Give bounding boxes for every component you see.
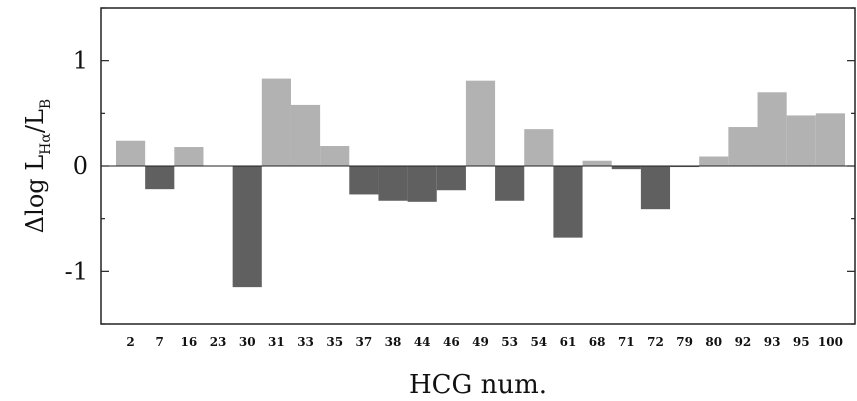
- bar-2: [116, 140, 146, 166]
- y-axis-title-main: Δlog L: [21, 155, 49, 233]
- bar-71: [611, 166, 641, 170]
- x-tick-label-72: 72: [647, 335, 664, 349]
- x-tick-label-31: 31: [268, 335, 285, 349]
- bar-93: [757, 92, 787, 166]
- x-axis-title: HCG num.: [409, 370, 547, 400]
- x-tick-label-30: 30: [239, 335, 256, 349]
- x-tick-label-16: 16: [181, 335, 198, 349]
- x-tick-label-95: 95: [793, 335, 810, 349]
- x-tick-label-33: 33: [297, 335, 314, 349]
- x-tick-label-54: 54: [530, 335, 547, 349]
- bar-68: [582, 160, 612, 166]
- bar-46: [436, 166, 466, 191]
- x-tick-label-92: 92: [735, 335, 752, 349]
- bar-80: [699, 156, 729, 166]
- y-axis-title-sub1: Hα: [38, 133, 54, 155]
- bar-49: [465, 80, 496, 166]
- bar-30: [232, 166, 262, 288]
- bar-31: [261, 78, 291, 166]
- bar-100: [815, 113, 845, 166]
- bar-44: [407, 166, 437, 202]
- x-tick-label-79: 79: [676, 335, 693, 349]
- x-tick-label-53: 53: [501, 335, 518, 349]
- bar-95: [786, 115, 816, 166]
- bar-series: [116, 78, 845, 288]
- bar-38: [378, 166, 408, 201]
- x-tick-label-2: 2: [126, 335, 134, 349]
- y-axis-ticks: -1 0 1: [65, 7, 855, 325]
- y-tick-label-2: 1: [73, 47, 88, 75]
- y-axis-title-sub2: B: [38, 99, 54, 109]
- x-tick-label-38: 38: [385, 335, 402, 349]
- bar-37: [349, 166, 379, 195]
- x-tick-label-93: 93: [764, 335, 781, 349]
- x-tick-label-23: 23: [210, 335, 227, 349]
- x-axis-tick-labels: 2 7 16 23 30 31 33 35 37 38 44 46 49 53 54 61 68 71 72 79 80…: [126, 335, 843, 349]
- bar-35: [320, 145, 350, 166]
- x-tick-label-7: 7: [156, 335, 164, 349]
- x-tick-label-80: 80: [705, 335, 722, 349]
- x-tick-label-44: 44: [414, 335, 431, 349]
- bar-53: [495, 166, 525, 201]
- x-tick-label-46: 46: [443, 335, 460, 349]
- bar-16: [174, 147, 204, 166]
- x-tick-label-37: 37: [356, 335, 373, 349]
- y-tick-label-0: -1: [65, 257, 88, 285]
- svg-text:Δlog LHα/LB: Δlog LHα/LB: [21, 99, 54, 233]
- y-axis-title: Δlog LHα/LB: [21, 99, 54, 233]
- x-tick-label-35: 35: [326, 335, 343, 349]
- bar-61: [553, 166, 583, 238]
- bar-7: [145, 166, 175, 190]
- x-tick-label-100: 100: [818, 335, 843, 349]
- bar-72: [640, 166, 671, 210]
- y-tick-label-1: 0: [73, 152, 88, 180]
- x-tick-label-61: 61: [560, 335, 577, 349]
- bar-92: [728, 127, 758, 166]
- x-tick-label-68: 68: [589, 335, 606, 349]
- x-tick-label-49: 49: [472, 335, 489, 349]
- bar-54: [524, 129, 554, 166]
- x-tick-label-71: 71: [618, 335, 635, 349]
- bar-79: [670, 166, 700, 168]
- bar-33: [290, 104, 321, 166]
- y-axis-title-sep: /L: [21, 109, 49, 133]
